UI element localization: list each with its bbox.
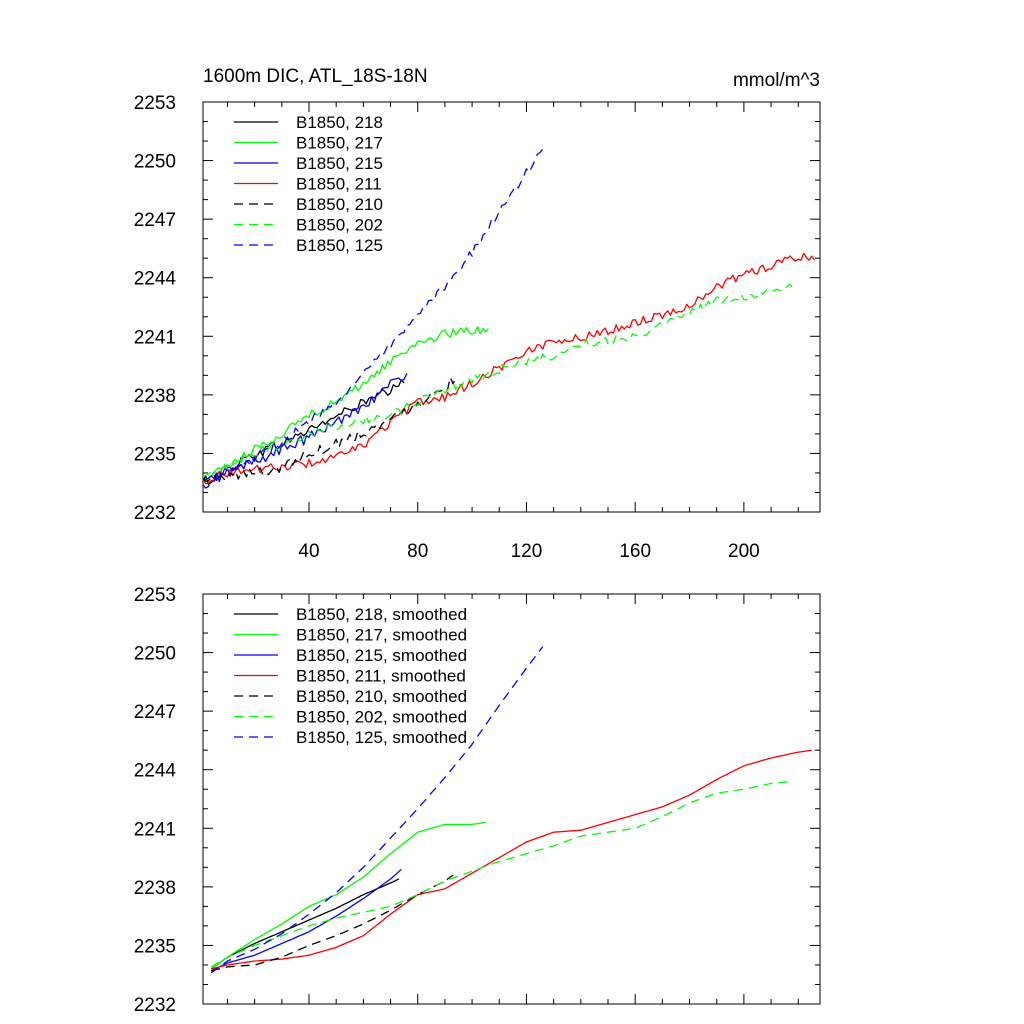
y-tick-label: 2238 <box>134 386 176 407</box>
series-line-b1850-202 <box>202 283 796 478</box>
series-lines <box>202 144 816 489</box>
y-tick-label: 2235 <box>134 936 176 957</box>
legend-label: B1850, 215, smoothed <box>296 646 467 665</box>
legend: B1850, 218, smoothed B1850, 217, smoothed… <box>234 605 467 747</box>
y-tick-label: 2235 <box>134 444 176 465</box>
y-tick-label: 2247 <box>134 210 176 231</box>
series-line-b1850-211-smoothed <box>211 749 812 970</box>
legend-label: B1850, 217 <box>296 134 383 153</box>
legend-label: B1850, 210 <box>296 195 383 214</box>
axis-ticks <box>203 593 820 1005</box>
legend-label: B1850, 125, smoothed <box>296 728 467 747</box>
y-tick-label: 2238 <box>134 878 176 899</box>
legend-label: B1850, 218 <box>296 113 383 132</box>
y-tick-label: 2241 <box>134 819 176 840</box>
plot-frame <box>202 593 821 1005</box>
y-tick-label: 2241 <box>134 327 176 348</box>
legend-label: B1850, 215 <box>296 154 383 173</box>
axis-tick-labels: 2232 2235 2238 2241 2244 2247 2250 2253 40 80 120 1… <box>134 93 760 562</box>
legend-label: B1850, 211 <box>296 175 382 194</box>
series-line-b1850-218-smoothed <box>210 878 399 970</box>
series-line-b1850-211 <box>202 252 816 485</box>
x-tick-label: 80 <box>407 541 428 562</box>
plot-frame <box>202 101 821 513</box>
series-line-b1850-215-smoothed <box>210 868 402 972</box>
series-line-b1850-202-smoothed <box>210 780 793 968</box>
legend-label: B1850, 210, smoothed <box>296 687 467 706</box>
y-tick-label: 2253 <box>134 93 176 114</box>
series-line-b1850-210 <box>202 376 457 482</box>
y-tick-label: 2250 <box>134 152 176 173</box>
axis-tick-labels: 2232 2235 2238 2241 2244 2247 2250 2253 <box>134 585 177 1016</box>
y-tick-label: 2253 <box>134 585 176 606</box>
series-line-b1850-125-smoothed <box>210 646 544 974</box>
y-tick-label: 2244 <box>134 761 177 782</box>
y-tick-label: 2250 <box>134 644 176 665</box>
series-line-b1850-215 <box>202 373 408 483</box>
series-line-b1850-217-smoothed <box>210 821 486 970</box>
legend-label: B1850, 202, smoothed <box>296 708 467 727</box>
legend-label: B1850, 217, smoothed <box>296 626 467 645</box>
legend-label: B1850, 211, smoothed <box>296 667 466 686</box>
x-tick-label: 40 <box>298 541 319 562</box>
y-tick-label: 2232 <box>134 503 176 524</box>
series-line-b1850-125 <box>202 144 547 489</box>
x-tick-label: 200 <box>728 541 760 562</box>
y-tick-label: 2232 <box>134 995 176 1016</box>
units-label: mmol/m^3 <box>733 70 820 91</box>
series-line-b1850-217 <box>202 326 489 482</box>
axis-ticks <box>203 101 820 513</box>
legend-label: B1850, 125 <box>296 236 383 255</box>
series-lines <box>210 646 812 974</box>
y-tick-label: 2244 <box>134 269 177 290</box>
x-tick-label: 120 <box>511 541 543 562</box>
y-tick-label: 2247 <box>134 702 176 723</box>
legend-label: B1850, 202 <box>296 216 383 235</box>
chart-title: 1600m DIC, ATL_18S-18N <box>203 66 428 87</box>
top-chart-panel: 1600m DIC, ATL_18S-18N mmol/m^3 2232 2235… <box>134 66 821 562</box>
series-line-b1850-210-smoothed <box>211 874 454 972</box>
bottom-chart-panel: 2232 2235 2238 2241 2244 2247 2250 2253 B1850, … <box>134 585 821 1016</box>
legend-label: B1850, 218, smoothed <box>296 605 467 624</box>
x-tick-label: 160 <box>619 541 651 562</box>
